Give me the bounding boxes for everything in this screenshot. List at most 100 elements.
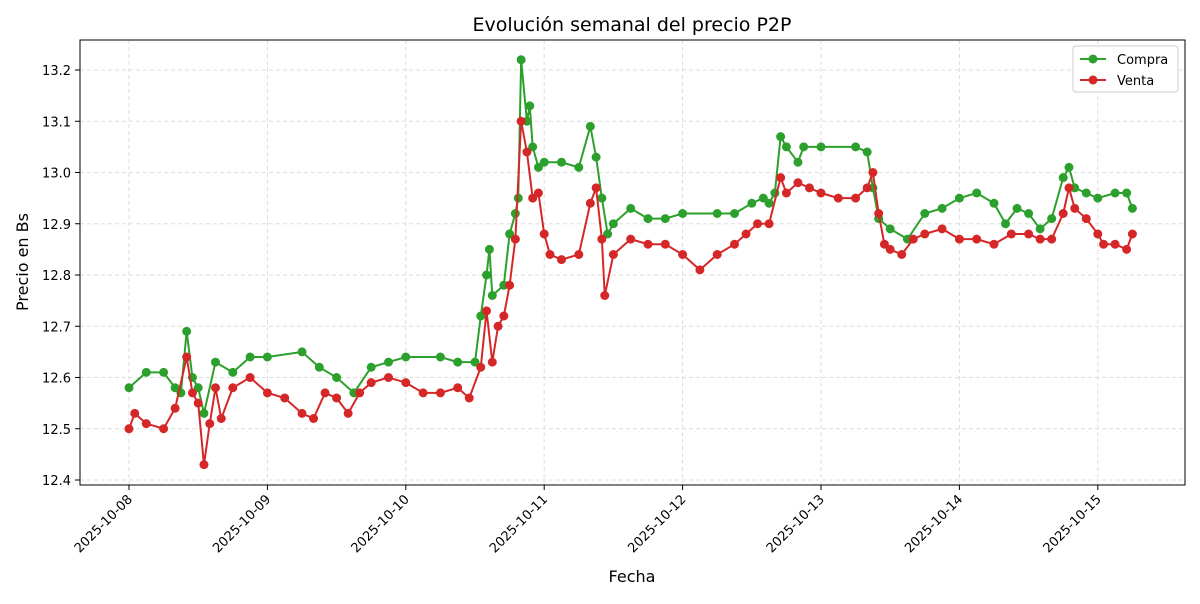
data-point-compra [885, 224, 895, 234]
data-point-compra [505, 229, 515, 239]
data-point-compra [799, 142, 809, 152]
data-point-compra [228, 367, 238, 377]
data-point-venta [464, 393, 474, 403]
data-point-venta [741, 229, 751, 239]
data-point-compra [764, 198, 774, 208]
data-point-compra [435, 352, 445, 362]
data-point-venta [753, 219, 763, 229]
data-point-venta [660, 239, 670, 249]
data-point-venta [516, 116, 526, 126]
data-point-venta [781, 188, 791, 198]
data-point-compra [124, 383, 134, 393]
data-point-compra [597, 193, 607, 203]
data-point-venta [1099, 239, 1109, 249]
data-point-compra [470, 357, 480, 367]
data-point-venta [453, 383, 463, 393]
data-point-venta [1064, 183, 1074, 193]
data-point-venta [205, 419, 215, 429]
legend-marker-compra [1088, 54, 1098, 64]
y-tick-label: 12.6 [42, 372, 71, 387]
data-point-venta [262, 388, 272, 398]
data-point-venta [937, 224, 947, 234]
data-point-venta [920, 229, 930, 239]
data-point-compra [1035, 224, 1045, 234]
data-point-venta [597, 234, 607, 244]
data-point-compra [1012, 203, 1022, 213]
data-point-compra [585, 121, 595, 131]
data-point-venta [533, 188, 543, 198]
data-point-compra [608, 219, 618, 229]
data-point-compra [1110, 188, 1120, 198]
data-point-compra [1127, 203, 1137, 213]
data-point-venta [1110, 239, 1120, 249]
data-point-venta [522, 147, 532, 157]
data-point-compra [516, 55, 526, 65]
data-point-compra [1122, 188, 1132, 198]
data-point-compra [525, 101, 535, 111]
data-point-venta [879, 239, 889, 249]
data-point-venta [678, 250, 688, 259]
data-point-compra [643, 214, 653, 224]
data-point-compra [1024, 209, 1034, 218]
data-point-compra [603, 229, 613, 239]
data-point-venta [435, 388, 445, 398]
data-point-compra [211, 357, 220, 367]
data-point-venta [545, 250, 555, 259]
data-point-compra [781, 142, 791, 152]
data-point-venta [574, 250, 584, 259]
data-point-compra [851, 142, 861, 152]
data-point-compra [141, 367, 151, 377]
data-point-venta [528, 193, 538, 203]
data-point-venta [874, 209, 884, 218]
data-point-compra [712, 209, 722, 218]
legend-marker-venta [1088, 75, 1098, 85]
data-point-venta [1070, 203, 1080, 213]
data-point-venta [885, 244, 895, 254]
data-point-compra [758, 193, 768, 203]
x-tick-label: 2025-10-08 [72, 492, 136, 556]
data-point-venta [1127, 229, 1137, 239]
data-point-compra [1047, 214, 1057, 224]
data-point-venta [833, 193, 843, 203]
data-point-compra [1064, 162, 1074, 172]
data-point-compra [482, 270, 492, 280]
y-axis-label: Precio en Bs [13, 213, 32, 311]
data-point-compra [245, 352, 255, 362]
data-point-venta [332, 393, 342, 403]
data-point-compra [626, 203, 636, 213]
legend: Compra Venta [1072, 45, 1179, 93]
data-point-venta [141, 419, 151, 429]
y-tick-label: 13.1 [42, 115, 71, 130]
data-point-venta [793, 178, 803, 188]
data-point-compra [678, 209, 688, 218]
data-point-compra [476, 311, 486, 321]
data-point-venta [384, 373, 393, 382]
data-point-compra [954, 193, 964, 203]
data-point-venta [505, 280, 515, 290]
data-point-compra [747, 198, 757, 208]
data-point-compra [1058, 173, 1068, 183]
data-point-compra [1081, 188, 1091, 198]
data-point-venta [199, 460, 209, 470]
data-point-venta [487, 357, 497, 367]
x-tick-label: 2025-10-09 [210, 492, 274, 556]
data-point-compra [528, 142, 538, 152]
data-point-compra [730, 209, 739, 218]
data-point-venta [245, 373, 255, 382]
data-point-compra [557, 157, 566, 167]
data-point-compra [862, 147, 872, 157]
data-point-compra [484, 244, 494, 254]
x-tick-label: 2025-10-13 [764, 492, 828, 556]
data-point-compra [453, 357, 463, 367]
data-point-venta [1035, 234, 1045, 244]
data-point-compra [591, 152, 601, 162]
data-point-venta [182, 352, 192, 362]
data-point-venta [1081, 214, 1091, 224]
data-point-venta [297, 408, 307, 418]
data-point-compra [989, 198, 999, 208]
data-point-compra [332, 373, 342, 382]
data-point-venta [600, 291, 610, 300]
data-point-compra [574, 162, 584, 172]
y-tick-label: 13.2 [42, 64, 71, 79]
data-point-venta [493, 321, 503, 331]
